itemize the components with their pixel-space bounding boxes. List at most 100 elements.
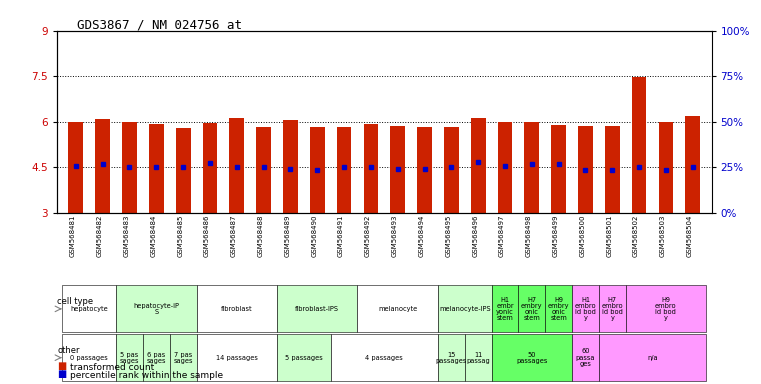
Text: 11
passag: 11 passag <box>466 352 490 364</box>
Bar <box>498 122 512 213</box>
Bar <box>599 334 706 381</box>
Text: 60
passa
ges: 60 passa ges <box>576 348 595 367</box>
Bar <box>518 285 545 332</box>
Text: GSM568504: GSM568504 <box>686 214 693 257</box>
Text: GSM568490: GSM568490 <box>311 214 317 257</box>
Text: fibroblast: fibroblast <box>221 306 253 312</box>
Text: n/a: n/a <box>647 355 658 361</box>
Bar <box>331 334 438 381</box>
Bar <box>116 285 196 332</box>
Text: GSM568487: GSM568487 <box>231 214 237 257</box>
Text: GSM568494: GSM568494 <box>419 214 425 257</box>
Bar <box>358 285 438 332</box>
Bar <box>465 334 492 381</box>
Text: GSM568496: GSM568496 <box>472 214 478 257</box>
Bar <box>417 127 432 213</box>
Text: hepatocyte-iP
S: hepatocyte-iP S <box>133 303 180 315</box>
Bar <box>277 334 331 381</box>
Bar <box>471 118 486 213</box>
Bar <box>149 124 164 213</box>
Text: GSM568492: GSM568492 <box>365 214 371 257</box>
Text: GSM568489: GSM568489 <box>285 214 291 257</box>
Text: GSM568495: GSM568495 <box>445 214 451 257</box>
Text: GSM568486: GSM568486 <box>204 214 210 257</box>
Text: GSM568499: GSM568499 <box>552 214 559 257</box>
Text: 15
passages: 15 passages <box>436 352 467 364</box>
Text: H9
embry
onic
stem: H9 embry onic stem <box>548 296 569 321</box>
Text: GSM568497: GSM568497 <box>499 214 505 257</box>
Bar <box>545 285 572 332</box>
Text: other: other <box>57 346 80 355</box>
Bar <box>686 116 700 213</box>
Bar <box>310 127 325 213</box>
Text: GSM568503: GSM568503 <box>660 214 666 257</box>
Bar <box>572 285 599 332</box>
Text: H7
embry
onic
stem: H7 embry onic stem <box>521 296 543 321</box>
Bar <box>256 127 271 213</box>
Text: 5 pas
sages: 5 pas sages <box>119 352 139 364</box>
Bar <box>444 127 459 213</box>
Text: H1
embro
id bod
y: H1 embro id bod y <box>575 296 597 321</box>
Text: melanocyte-IPS: melanocyte-IPS <box>439 306 491 312</box>
Text: 7 pas
sages: 7 pas sages <box>174 352 193 364</box>
Bar <box>122 122 137 213</box>
Bar <box>95 119 110 213</box>
Bar <box>196 334 277 381</box>
Text: GSM568484: GSM568484 <box>151 214 156 257</box>
Bar <box>658 122 673 213</box>
Bar <box>229 118 244 213</box>
Bar <box>632 77 647 213</box>
Text: percentile rank within the sample: percentile rank within the sample <box>70 371 223 380</box>
Bar <box>492 334 572 381</box>
Bar <box>176 129 190 213</box>
Text: transformed count: transformed count <box>70 363 154 372</box>
Bar <box>572 334 599 381</box>
Bar <box>283 120 298 213</box>
Bar <box>202 123 218 213</box>
Text: H9
embro
id bod
y: H9 embro id bod y <box>655 296 677 321</box>
Text: 0 passages: 0 passages <box>70 355 108 361</box>
Text: GSM568483: GSM568483 <box>123 214 129 257</box>
Bar <box>68 122 83 213</box>
Text: GSM568482: GSM568482 <box>97 214 103 257</box>
Bar <box>336 127 352 213</box>
Text: H7
embro
id bod
y: H7 embro id bod y <box>601 296 623 321</box>
Text: 6 pas
sages: 6 pas sages <box>147 352 166 364</box>
Bar <box>438 334 465 381</box>
Text: GSM568485: GSM568485 <box>177 214 183 257</box>
Text: GSM568493: GSM568493 <box>392 214 398 257</box>
Text: GDS3867 / NM_024756_at: GDS3867 / NM_024756_at <box>77 18 242 31</box>
Text: GSM568500: GSM568500 <box>579 214 585 257</box>
Text: melanocyte: melanocyte <box>378 306 417 312</box>
Text: 14 passages: 14 passages <box>216 355 258 361</box>
Text: GSM568502: GSM568502 <box>633 214 639 257</box>
Bar <box>196 285 277 332</box>
Bar <box>364 124 378 213</box>
Bar <box>524 122 540 213</box>
Text: hepatocyte: hepatocyte <box>70 306 108 312</box>
Bar <box>277 285 358 332</box>
Text: GSM568498: GSM568498 <box>526 214 532 257</box>
Text: H1
embr
yonic
stem: H1 embr yonic stem <box>496 296 514 321</box>
Bar <box>170 334 196 381</box>
Text: 5 passages: 5 passages <box>285 355 323 361</box>
Text: ■: ■ <box>57 369 66 379</box>
Bar <box>551 126 566 213</box>
Text: GSM568501: GSM568501 <box>607 214 613 257</box>
Bar <box>626 285 706 332</box>
Text: cell type: cell type <box>57 297 94 306</box>
Bar <box>62 285 116 332</box>
Text: 50
passages: 50 passages <box>516 352 547 364</box>
Bar <box>578 126 593 213</box>
Text: 4 passages: 4 passages <box>365 355 403 361</box>
Text: fibroblast-IPS: fibroblast-IPS <box>295 306 339 312</box>
Bar <box>492 285 518 332</box>
Text: GSM568488: GSM568488 <box>258 214 263 257</box>
Text: ■: ■ <box>57 361 66 371</box>
Bar <box>599 285 626 332</box>
Bar <box>143 334 170 381</box>
Bar <box>438 285 492 332</box>
Text: GSM568491: GSM568491 <box>338 214 344 257</box>
Bar <box>390 126 405 213</box>
Bar <box>116 334 143 381</box>
